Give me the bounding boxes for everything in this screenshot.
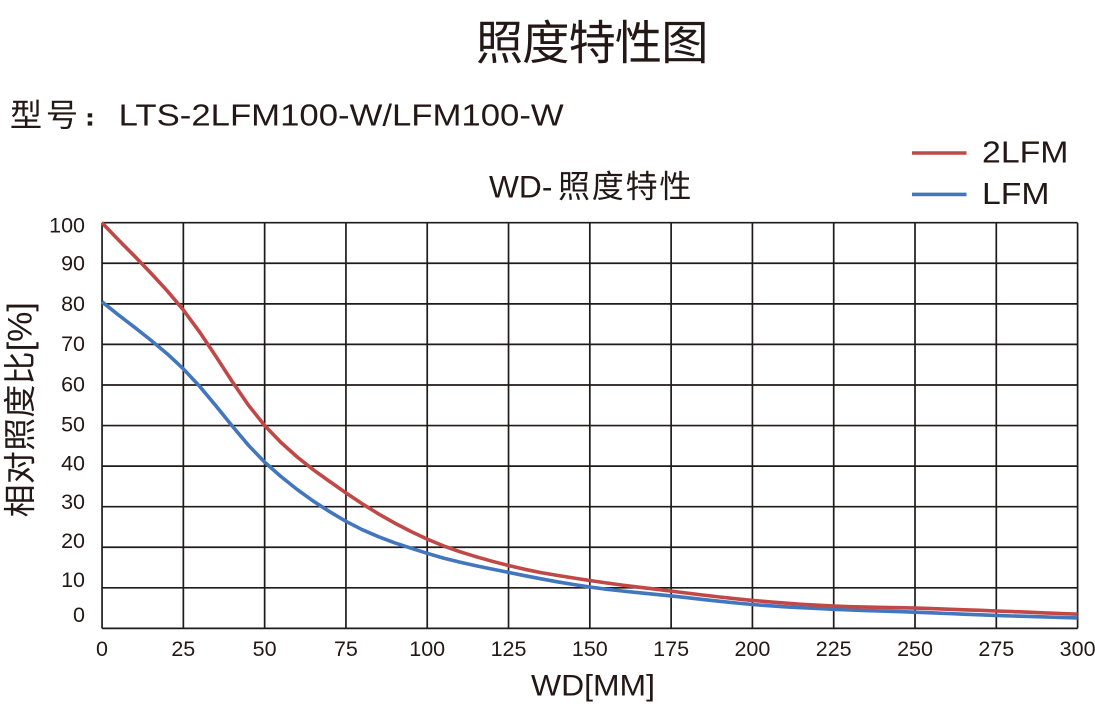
svg-text:300: 300: [1060, 637, 1095, 661]
svg-text:200: 200: [734, 637, 770, 661]
svg-text:100: 100: [49, 213, 85, 237]
svg-text:175: 175: [653, 637, 689, 661]
svg-text:LTS-2LFM100-W/LFM100-W: LTS-2LFM100-W/LFM100-W: [119, 97, 565, 132]
svg-text:125: 125: [491, 637, 527, 661]
svg-text:20: 20: [61, 529, 85, 553]
svg-text:[%]: [%]: [2, 302, 40, 351]
svg-text:LFM: LFM: [982, 176, 1050, 211]
svg-text:50: 50: [61, 413, 85, 437]
svg-text:80: 80: [61, 292, 85, 316]
svg-text:225: 225: [816, 637, 852, 661]
svg-text:0: 0: [73, 603, 85, 627]
svg-text:275: 275: [978, 637, 1014, 661]
svg-text:75: 75: [334, 637, 358, 661]
svg-text:10: 10: [61, 568, 85, 592]
svg-text:250: 250: [897, 637, 933, 661]
svg-text:50: 50: [253, 637, 277, 661]
svg-text:100: 100: [409, 637, 445, 661]
svg-text:90: 90: [61, 251, 85, 275]
svg-text:WD-: WD-: [489, 168, 552, 204]
svg-text:0: 0: [96, 637, 108, 661]
svg-text:30: 30: [61, 490, 85, 514]
svg-text:25: 25: [171, 637, 195, 661]
svg-text:WD[MM]: WD[MM]: [531, 670, 655, 703]
svg-text:2LFM: 2LFM: [982, 135, 1069, 170]
svg-text:70: 70: [61, 332, 85, 356]
svg-text:40: 40: [61, 451, 85, 475]
svg-text:60: 60: [61, 372, 85, 396]
svg-text:150: 150: [572, 637, 608, 661]
